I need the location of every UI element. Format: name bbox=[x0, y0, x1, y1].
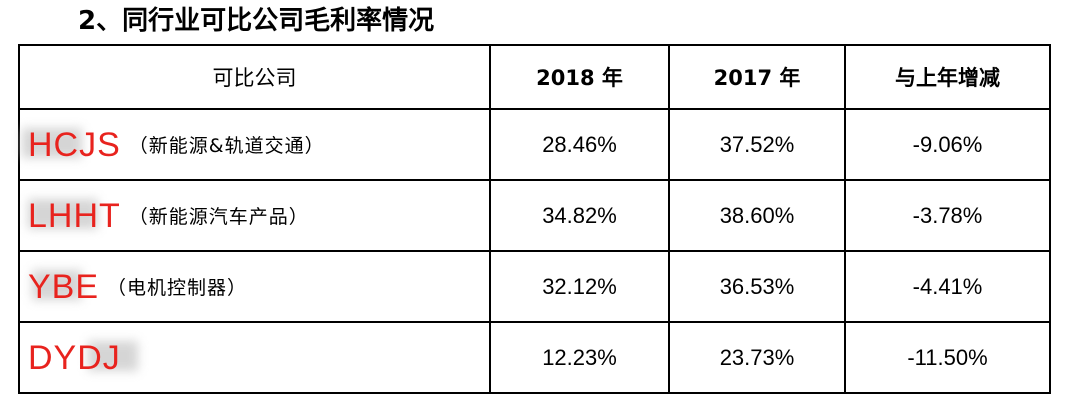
table-row: LHHT （新能源汽车产品） 34.82% 38.60% -3.78% bbox=[18, 179, 1051, 252]
value-change: -4.41% bbox=[844, 250, 1051, 323]
header-company: 可比公司 bbox=[18, 44, 491, 110]
value-2018: 28.46% bbox=[489, 108, 670, 181]
company-cell: YBE （电机控制器） bbox=[18, 250, 491, 323]
company-desc: （电机控制器） bbox=[107, 277, 248, 299]
value-2017: 37.52% bbox=[668, 108, 846, 181]
company-desc: （新能源汽车产品） bbox=[128, 206, 309, 228]
header-2018: 2018 年 bbox=[489, 44, 670, 110]
company-code: HCJS bbox=[22, 127, 121, 162]
table-row: HCJS （新能源&轨道交通） 28.46% 37.52% -9.06% bbox=[18, 108, 1051, 181]
redaction-blur bbox=[88, 340, 138, 371]
company-desc: （新能源&轨道交通） bbox=[128, 135, 325, 157]
gross-margin-table: 可比公司 2018 年 2017 年 与上年增减 HCJS （新能源&轨道交通）… bbox=[18, 44, 1051, 394]
value-change: -3.78% bbox=[844, 179, 1051, 252]
table-header-row: 可比公司 2018 年 2017 年 与上年增减 bbox=[18, 44, 1051, 110]
redaction-blur bbox=[22, 127, 82, 158]
section-heading: 2、同行业可比公司毛利率情况 bbox=[78, 6, 435, 36]
value-2017: 23.73% bbox=[668, 321, 846, 394]
value-2018: 12.23% bbox=[489, 321, 670, 394]
company-cell: LHHT （新能源汽车产品） bbox=[18, 179, 491, 252]
value-change: -11.50% bbox=[844, 321, 1051, 394]
value-2017: 36.53% bbox=[668, 250, 846, 323]
redaction-blur bbox=[32, 269, 82, 300]
company-cell: DYDJ bbox=[18, 321, 491, 394]
value-2018: 34.82% bbox=[489, 179, 670, 252]
value-change: -9.06% bbox=[844, 108, 1051, 181]
table-row: YBE （电机控制器） 32.12% 36.53% -4.41% bbox=[18, 250, 1051, 323]
company-code: YBE bbox=[28, 267, 100, 306]
header-change: 与上年增减 bbox=[844, 44, 1051, 110]
company-code: DYDJ bbox=[28, 340, 138, 375]
header-2017: 2017 年 bbox=[668, 44, 846, 110]
redaction-blur bbox=[28, 198, 98, 229]
value-2017: 38.60% bbox=[668, 179, 846, 252]
company-cell: HCJS （新能源&轨道交通） bbox=[18, 108, 491, 181]
table-row: DYDJ 12.23% 23.73% -11.50% bbox=[18, 321, 1051, 394]
value-2018: 32.12% bbox=[489, 250, 670, 323]
company-code: LHHT bbox=[28, 196, 121, 235]
